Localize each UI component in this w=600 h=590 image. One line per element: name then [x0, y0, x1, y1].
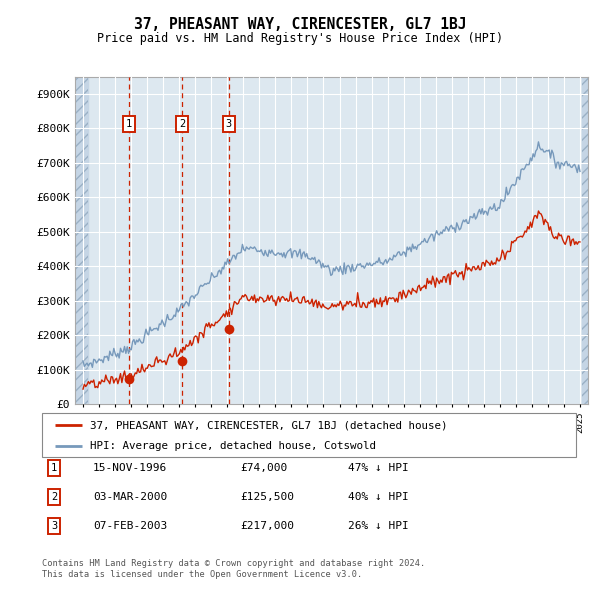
Text: HPI: Average price, detached house, Cotswold: HPI: Average price, detached house, Cots… [90, 441, 376, 451]
Text: 37, PHEASANT WAY, CIRENCESTER, GL7 1BJ (detached house): 37, PHEASANT WAY, CIRENCESTER, GL7 1BJ (… [90, 421, 448, 430]
Text: £217,000: £217,000 [240, 522, 294, 531]
Text: £74,000: £74,000 [240, 463, 287, 473]
Text: 47% ↓ HPI: 47% ↓ HPI [348, 463, 409, 473]
Text: 1: 1 [51, 463, 57, 473]
Text: 2: 2 [179, 119, 185, 129]
Bar [75, 77, 88, 404]
Text: 15-NOV-1996: 15-NOV-1996 [93, 463, 167, 473]
Text: Price paid vs. HM Land Registry's House Price Index (HPI): Price paid vs. HM Land Registry's House … [97, 32, 503, 45]
Bar [581, 77, 588, 404]
Text: 2: 2 [51, 492, 57, 502]
Bar [75, 77, 88, 404]
Text: 37, PHEASANT WAY, CIRENCESTER, GL7 1BJ: 37, PHEASANT WAY, CIRENCESTER, GL7 1BJ [134, 17, 466, 32]
Text: 3: 3 [226, 119, 232, 129]
Text: 1: 1 [126, 119, 133, 129]
Text: 3: 3 [51, 522, 57, 531]
Text: £125,500: £125,500 [240, 492, 294, 502]
FancyBboxPatch shape [42, 413, 576, 457]
Text: Contains HM Land Registry data © Crown copyright and database right 2024.: Contains HM Land Registry data © Crown c… [42, 559, 425, 568]
Text: 40% ↓ HPI: 40% ↓ HPI [348, 492, 409, 502]
Text: This data is licensed under the Open Government Licence v3.0.: This data is licensed under the Open Gov… [42, 570, 362, 579]
Text: 26% ↓ HPI: 26% ↓ HPI [348, 522, 409, 531]
Bar [581, 77, 588, 404]
Text: 07-FEB-2003: 07-FEB-2003 [93, 522, 167, 531]
Text: 03-MAR-2000: 03-MAR-2000 [93, 492, 167, 502]
